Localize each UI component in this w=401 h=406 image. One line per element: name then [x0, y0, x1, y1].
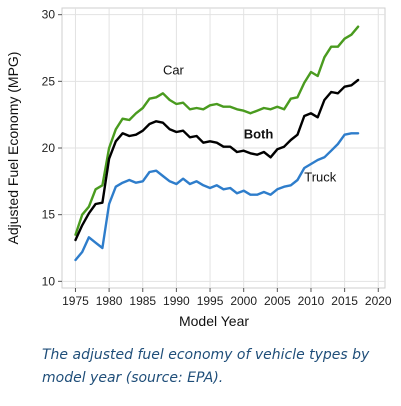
y-tick-label: 25 [42, 74, 56, 88]
x-axis-title: Model Year [179, 313, 249, 329]
series-line-car [74, 25, 360, 236]
series-lines [74, 25, 360, 262]
x-tick-label: 1975 [62, 294, 89, 308]
x-tick-label: 2015 [331, 294, 358, 308]
grid-lines [62, 8, 385, 288]
y-tick-label: 15 [42, 208, 56, 222]
figure-caption: The adjusted fuel economy of vehicle typ… [42, 347, 370, 386]
series-line-both [74, 78, 360, 242]
y-tick-label: 20 [42, 141, 56, 155]
axes: 10 15 20 25 30 1975 1980 1985 1990 1995 2000 2005 20… [42, 8, 392, 308]
series-label-both: Both [244, 127, 274, 142]
series-line-truck [74, 132, 360, 262]
series-labels: Car Both Truck [163, 63, 337, 185]
fuel-economy-chart: 10 15 20 25 30 1975 1980 1985 1990 1995 2000 2005 20… [5, 7, 392, 329]
x-tick-label: 2000 [230, 294, 257, 308]
series-label-car: Car [163, 63, 185, 78]
series-label-truck: Truck [304, 169, 337, 184]
y-tick-label: 10 [42, 274, 56, 288]
x-tick-label: 2010 [298, 294, 325, 308]
x-tick-label: 2020 [365, 294, 392, 308]
x-tick-label: 2005 [264, 294, 291, 308]
x-tick-label: 1990 [163, 294, 190, 308]
x-tick-label: 1995 [197, 294, 224, 308]
x-tick-label: 1985 [129, 294, 156, 308]
x-tick-label: 1980 [96, 294, 123, 308]
y-axis-title: Adjusted Fuel Economy (MPG) [5, 52, 21, 245]
y-tick-label: 30 [42, 8, 56, 22]
